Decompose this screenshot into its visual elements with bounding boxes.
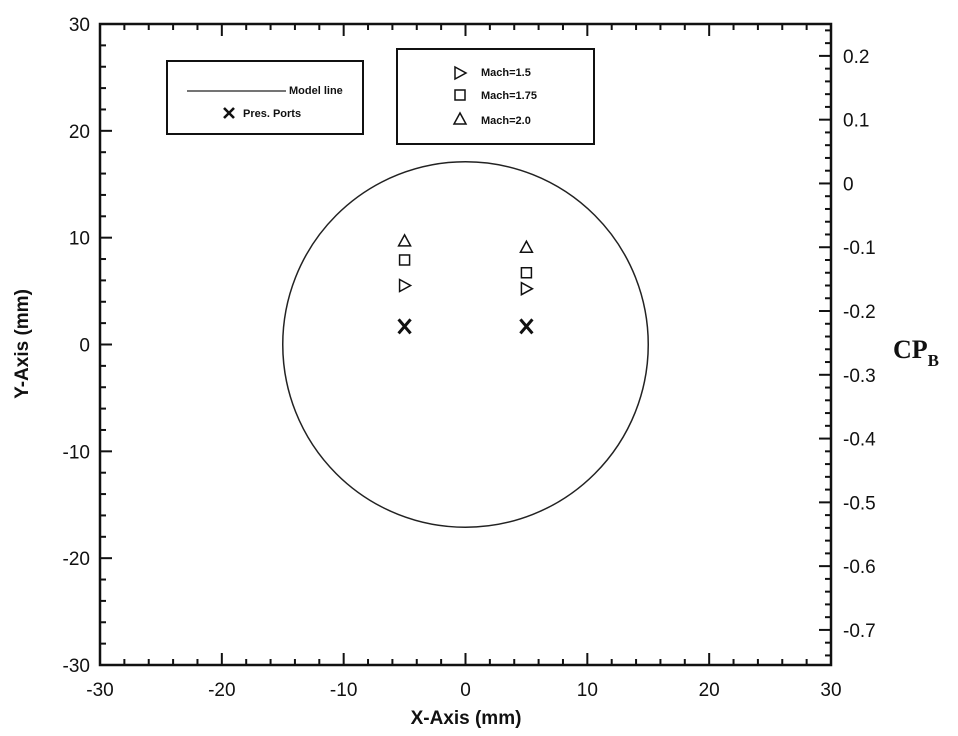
y2-tick-label: -0.1 <box>843 238 876 259</box>
y-tick-label: 0 <box>79 336 90 357</box>
x-tick-label: -20 <box>208 680 235 701</box>
legend-left-box <box>166 60 364 135</box>
y2-axis-title-subscript: B <box>928 351 939 370</box>
pressure-ports <box>397 318 534 335</box>
tick-marks <box>99 23 832 666</box>
y2-tick-label: -0.7 <box>843 621 876 642</box>
legend-left: Model line Pres. Ports <box>166 60 364 135</box>
y-axis-title: Y-Axis (mm) <box>12 289 33 399</box>
pressure-port-marker <box>519 318 534 335</box>
y-tick-label: 30 <box>69 15 90 36</box>
y2-axis-title: CPB <box>893 335 939 370</box>
x-tick-label: -30 <box>86 680 113 701</box>
y-tick-label: -30 <box>63 656 90 677</box>
y2-tick-label: -0.3 <box>843 366 876 387</box>
legend-mach-1-75-label: Mach=1.75 <box>481 90 537 102</box>
y-tick-label: -20 <box>63 549 90 570</box>
y2-tick-label: -0.5 <box>843 493 876 514</box>
point-mach-1-75 <box>520 266 533 279</box>
y2-tick-label: 0.1 <box>843 111 869 132</box>
legend-x-marker <box>223 107 235 119</box>
x-tick-label: 0 <box>460 680 471 701</box>
data-series <box>397 233 534 296</box>
point-mach-1-5 <box>398 278 413 293</box>
y-tick-label: 10 <box>69 229 90 250</box>
x-tick-label: 20 <box>699 680 720 701</box>
legend-right-box <box>396 48 595 145</box>
y2-tick-label: -0.4 <box>843 430 876 451</box>
y-tick-label: -10 <box>63 442 90 463</box>
x-tick-label: 10 <box>577 680 598 701</box>
y2-tick-label: -0.2 <box>843 302 876 323</box>
point-mach-2-0 <box>519 239 534 253</box>
y2-tick-label: 0.2 <box>843 47 869 68</box>
model-outline-circle <box>282 161 649 528</box>
legend-mach-1-5-marker <box>454 65 468 81</box>
legend-mach-1-75-marker <box>454 89 466 101</box>
y2-tick-label: 0 <box>843 174 854 195</box>
point-mach-1-5 <box>520 281 534 296</box>
y2-tick-label: -0.6 <box>843 557 876 578</box>
legend-mach-2-0-label: Mach=2.0 <box>481 115 531 127</box>
legend-mach-2-0-marker <box>452 111 468 125</box>
point-mach-1-75 <box>398 254 411 266</box>
x-tick-label: -10 <box>330 680 357 701</box>
x-axis-title: X-Axis (mm) <box>411 708 522 729</box>
y2-axis-title-main: CP <box>893 335 928 364</box>
point-mach-2-0 <box>397 233 412 247</box>
x-tick-label: 30 <box>820 680 841 701</box>
legend-model-line-label: Model line <box>289 85 343 97</box>
legend-right: Mach=1.5 Mach=1.75 Mach=2.0 <box>396 48 595 145</box>
pressure-port-marker <box>397 318 412 335</box>
tick-labels: -30 -20 -10 0 10 20 30 -30 -20 -10 0 10 20 30 0.2 0.1 0 -… <box>63 15 877 701</box>
legend-mach-1-5-label: Mach=1.5 <box>481 67 531 79</box>
y-tick-label: 20 <box>69 122 90 143</box>
legend-pres-ports-label: Pres. Ports <box>243 108 301 120</box>
